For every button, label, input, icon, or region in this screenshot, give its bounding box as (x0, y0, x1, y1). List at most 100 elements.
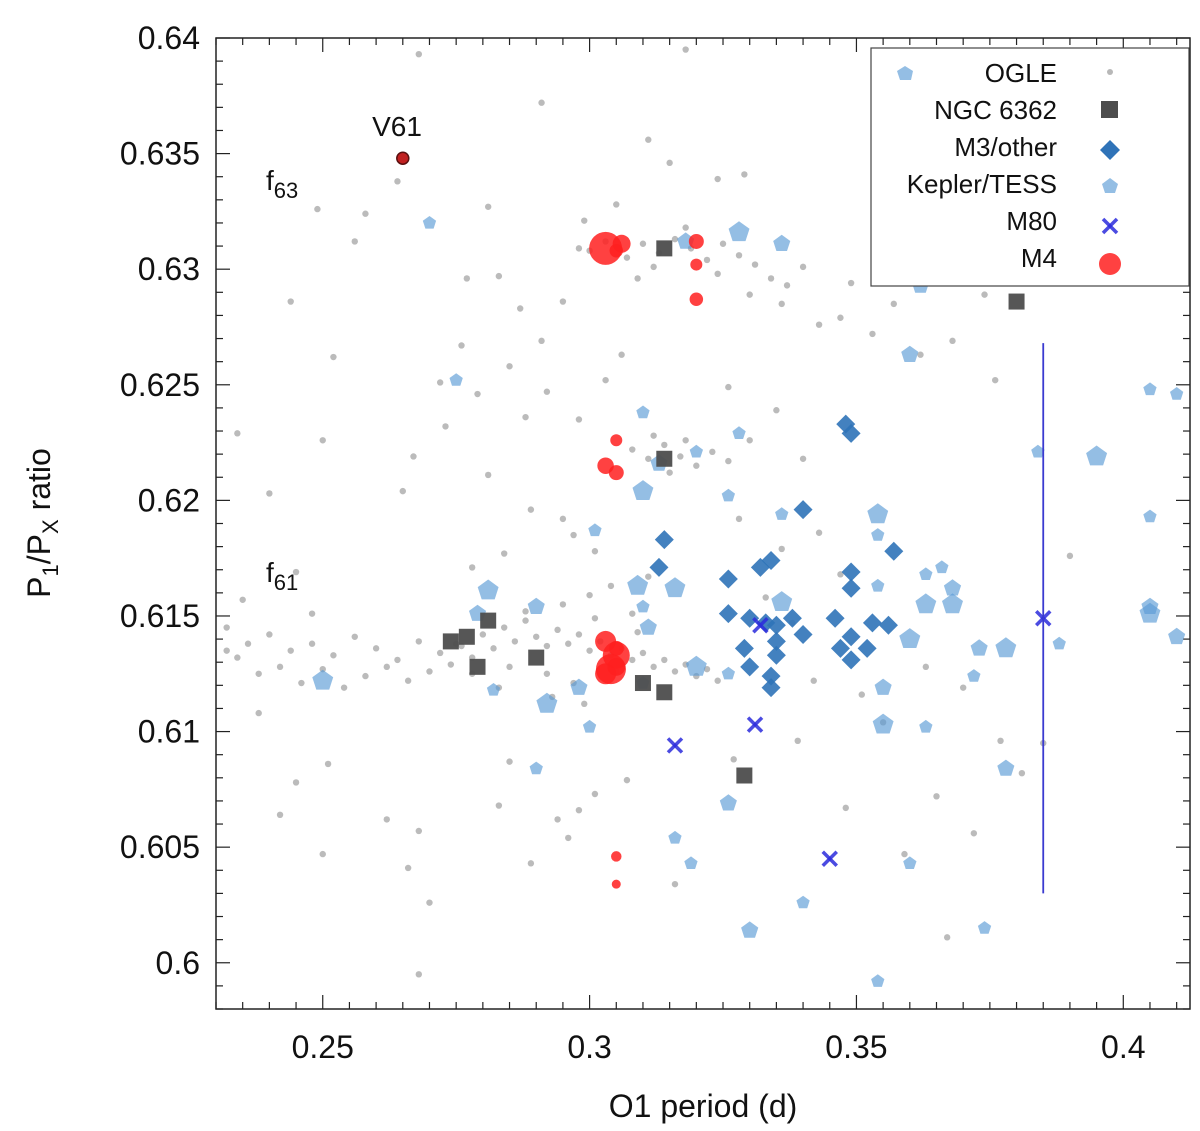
ogle-point (527, 860, 535, 867)
ogle-point (506, 363, 513, 370)
ogle-point (500, 624, 508, 631)
legend-entry-kepler: Kepler/TESS (907, 169, 1118, 199)
ogle-point (474, 390, 481, 398)
ogle-point (287, 298, 294, 305)
ogle-point (506, 663, 513, 671)
m3-point (766, 615, 786, 635)
ogle-point (570, 531, 577, 539)
kepler-point (627, 574, 649, 595)
ogle-point (783, 282, 791, 289)
legend-symbol-kepler-offset (897, 66, 913, 80)
plot-frame (215, 37, 1191, 1010)
m4-point (688, 233, 704, 249)
kepler-point (741, 921, 759, 938)
y-tick-label: 0.63 (138, 251, 200, 287)
v61-marker (396, 151, 410, 165)
ogle-point (479, 631, 487, 638)
ogle-point (330, 353, 337, 361)
ogle-point (922, 663, 930, 671)
m4-point (595, 654, 626, 685)
ogle-point (239, 596, 246, 603)
ogle-point (522, 617, 529, 624)
kepler-point (570, 678, 588, 695)
ogle-point (554, 626, 561, 634)
ngc6362-point (736, 767, 753, 784)
kepler-point (871, 528, 885, 541)
ogle-point (629, 446, 636, 453)
y-tick-label: 0.62 (138, 482, 200, 518)
kepler-point (942, 593, 963, 614)
ogle-point (693, 462, 700, 469)
ogle-point (671, 235, 679, 243)
m80-point (666, 737, 684, 754)
ogle-point (575, 416, 583, 423)
kepler-point (1139, 602, 1161, 623)
ogle-point (319, 850, 326, 858)
kepler-tess-series (312, 216, 1186, 987)
kepler-point (943, 579, 962, 596)
ogle-point (266, 490, 273, 497)
ogle-point (362, 672, 369, 680)
ngc6362-point (656, 684, 673, 701)
ogle-point (661, 656, 668, 664)
ogle-point (287, 647, 294, 654)
ogle-point (815, 529, 823, 536)
ogle-point (351, 238, 358, 245)
ogle-point (586, 591, 593, 599)
kepler-point (536, 692, 558, 713)
kepler-point (995, 637, 1017, 658)
ogle-point (415, 638, 423, 645)
ogle-point (794, 737, 801, 745)
ogle-point (554, 816, 561, 823)
kepler-point (1143, 382, 1157, 396)
ogle-point (404, 677, 412, 684)
ogle-point (735, 515, 743, 523)
ogle-point (981, 291, 988, 298)
ogle-point (725, 383, 732, 391)
ogle-point (943, 934, 951, 941)
kepler-point (1143, 509, 1157, 523)
ogle-point (292, 779, 300, 786)
ogle-point (581, 217, 588, 224)
ogle-point (223, 624, 230, 631)
m4-point (608, 465, 624, 481)
m3-point (766, 631, 786, 651)
ogle-point (618, 351, 625, 358)
m3-point (793, 624, 813, 644)
ngc6362-point (1008, 293, 1025, 310)
ogle-point (837, 314, 844, 321)
ogle-point (666, 159, 673, 167)
legend-symbol-m4 (1099, 253, 1121, 275)
annotation-v61: V61 (372, 111, 422, 142)
ogle-point (933, 793, 940, 800)
ogle-point (773, 407, 780, 414)
x-tick-label: 0.3 (567, 1029, 611, 1065)
ogle-point (383, 816, 390, 823)
ogle-point (634, 275, 641, 282)
m80-point (821, 850, 838, 867)
m4-series (589, 231, 704, 889)
m4-point (611, 851, 622, 862)
ogle-point (244, 640, 252, 647)
kepler-point (1168, 627, 1186, 645)
m3-point (862, 613, 882, 633)
legend-symbol-ngc6362 (1101, 101, 1118, 118)
kepler-point (668, 830, 682, 844)
ogle-point (607, 582, 615, 590)
ogle-point (869, 330, 876, 338)
kepler-point (732, 426, 746, 439)
ngc6362-point (656, 240, 673, 257)
ogle-point (447, 661, 455, 668)
ogle-point (442, 423, 449, 430)
ngc6362-point (634, 675, 651, 692)
y-tick-label: 0.635 (120, 136, 200, 172)
ogle-point (383, 663, 390, 671)
x-tick-label: 0.25 (292, 1029, 354, 1065)
ogle-point (842, 804, 849, 812)
ogle-point (490, 645, 497, 652)
ogle-point (319, 437, 326, 444)
m3-point (761, 550, 781, 570)
ogle-point (639, 649, 647, 657)
m3-point (734, 638, 754, 658)
ogle-point (484, 203, 492, 210)
